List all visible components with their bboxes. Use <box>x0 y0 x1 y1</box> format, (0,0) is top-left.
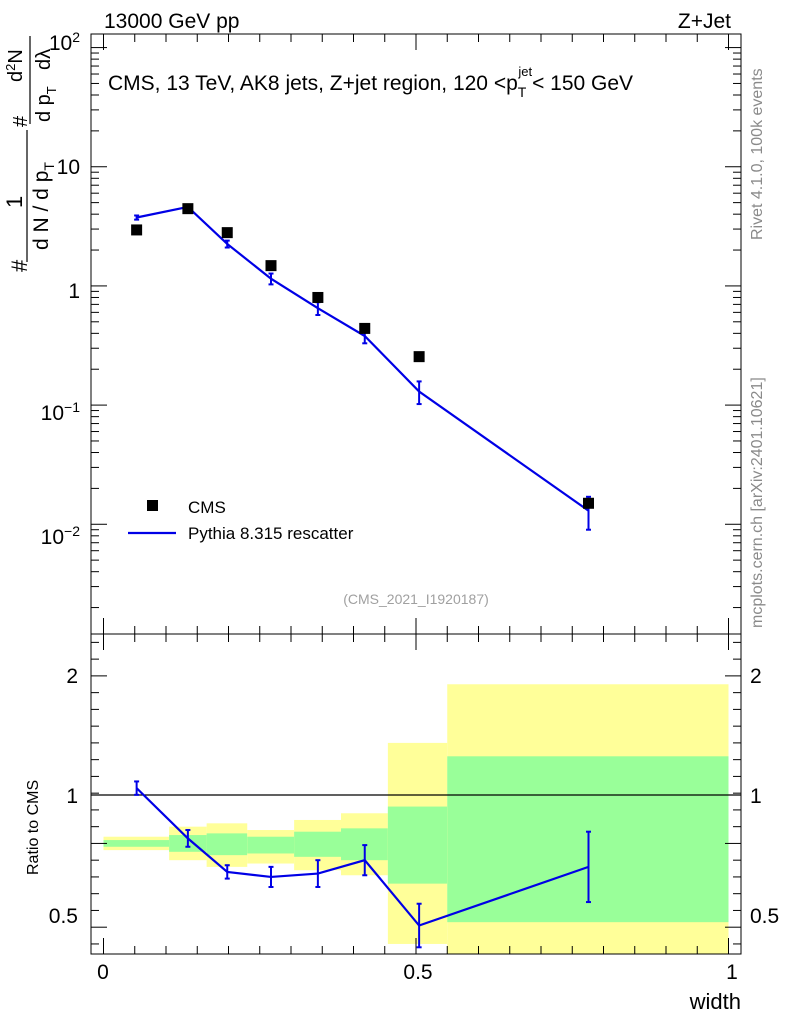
ratio-y-tick-right-0.5: 0.5 <box>750 905 779 928</box>
svg-text:d pT: d pT <box>33 86 59 122</box>
legend-mc-label: Pythia 8.315 rescatter <box>188 524 354 543</box>
ratio-band-inner <box>247 836 295 854</box>
x-tick-0.5: 0.5 <box>403 961 432 984</box>
svg-text:#: # <box>7 259 32 272</box>
cms-point <box>265 260 277 272</box>
main-y-tick-labels: 102 10 1 10−1 10−2 <box>41 29 81 549</box>
legend: CMS Pythia 8.315 rescatter <box>128 498 354 543</box>
ratio-data-marks <box>134 780 591 949</box>
svg-text:1: 1 <box>2 196 27 208</box>
mcplots-label: mcplots.cern.ch [arXiv:2401.10621] <box>749 377 766 628</box>
main-title: CMS, 13 TeV, AK8 jets, Z+jet region, 120… <box>108 64 633 100</box>
ratio-y-tick-1: 1 <box>66 785 78 808</box>
svg-text:d2N: d2N <box>3 49 27 82</box>
y-tick-label-1: 1 <box>68 280 80 303</box>
x-tick-1: 1 <box>726 961 738 984</box>
cms-point <box>182 203 194 215</box>
x-axis-label: width <box>689 989 741 1014</box>
ratio-y-tick-0.5: 0.5 <box>49 905 78 928</box>
legend-cms-label: CMS <box>188 498 226 517</box>
ratio-uncertainty-bands <box>103 684 729 954</box>
mc-line <box>136 205 590 512</box>
ratio-band-inner <box>387 806 448 884</box>
y-tick-label-0.01: 10−2 <box>41 523 81 549</box>
cms-point <box>583 497 594 509</box>
cms-point <box>221 227 233 239</box>
main-plot-frame <box>90 33 742 635</box>
main-y-axis-label: # 1 d N / d pT # d2N d pT dλ <box>2 36 59 272</box>
cms-point <box>312 291 324 303</box>
analysis-watermark: (CMS_2021_I1920187) <box>343 591 489 607</box>
x-tick-labels: 0 0.5 1 <box>97 961 738 984</box>
cms-point <box>359 322 371 334</box>
cms-point <box>131 224 143 236</box>
main-data-marks <box>131 203 594 531</box>
ratio-y-tick-right-2: 2 <box>750 665 762 688</box>
ratio-band-inner <box>294 831 341 857</box>
svg-text:#: # <box>10 115 32 127</box>
svg-text:dλ: dλ <box>33 49 55 70</box>
ratio-y-tick-2: 2 <box>66 665 78 688</box>
y-tick-label-0.1: 10−1 <box>41 399 81 425</box>
ratio-band-inner <box>206 833 248 856</box>
x-tick-0: 0 <box>97 961 109 984</box>
main-y-ticks <box>91 34 741 634</box>
y-tick-label-100: 102 <box>49 29 80 55</box>
legend-cms-marker <box>147 500 158 511</box>
header-right: Z+Jet <box>678 10 731 33</box>
ratio-y-tick-right-1: 1 <box>750 785 762 808</box>
rivet-label: Rivet 4.1.0, 100k events <box>749 68 766 240</box>
svg-text:d N / d pT: d N / d pT <box>30 162 57 250</box>
cms-point <box>413 351 425 363</box>
header-left: 13000 GeV pp <box>104 10 239 33</box>
y-tick-label-10: 10 <box>57 156 80 179</box>
ratio-ticks <box>91 634 741 954</box>
ratio-y-tick-labels: 0.5 1 2 0.5 1 2 <box>49 665 779 928</box>
ratio-y-axis-label: Ratio to CMS <box>25 780 42 875</box>
ratio-band-inner <box>103 840 170 847</box>
ratio-mc-line <box>135 787 589 927</box>
